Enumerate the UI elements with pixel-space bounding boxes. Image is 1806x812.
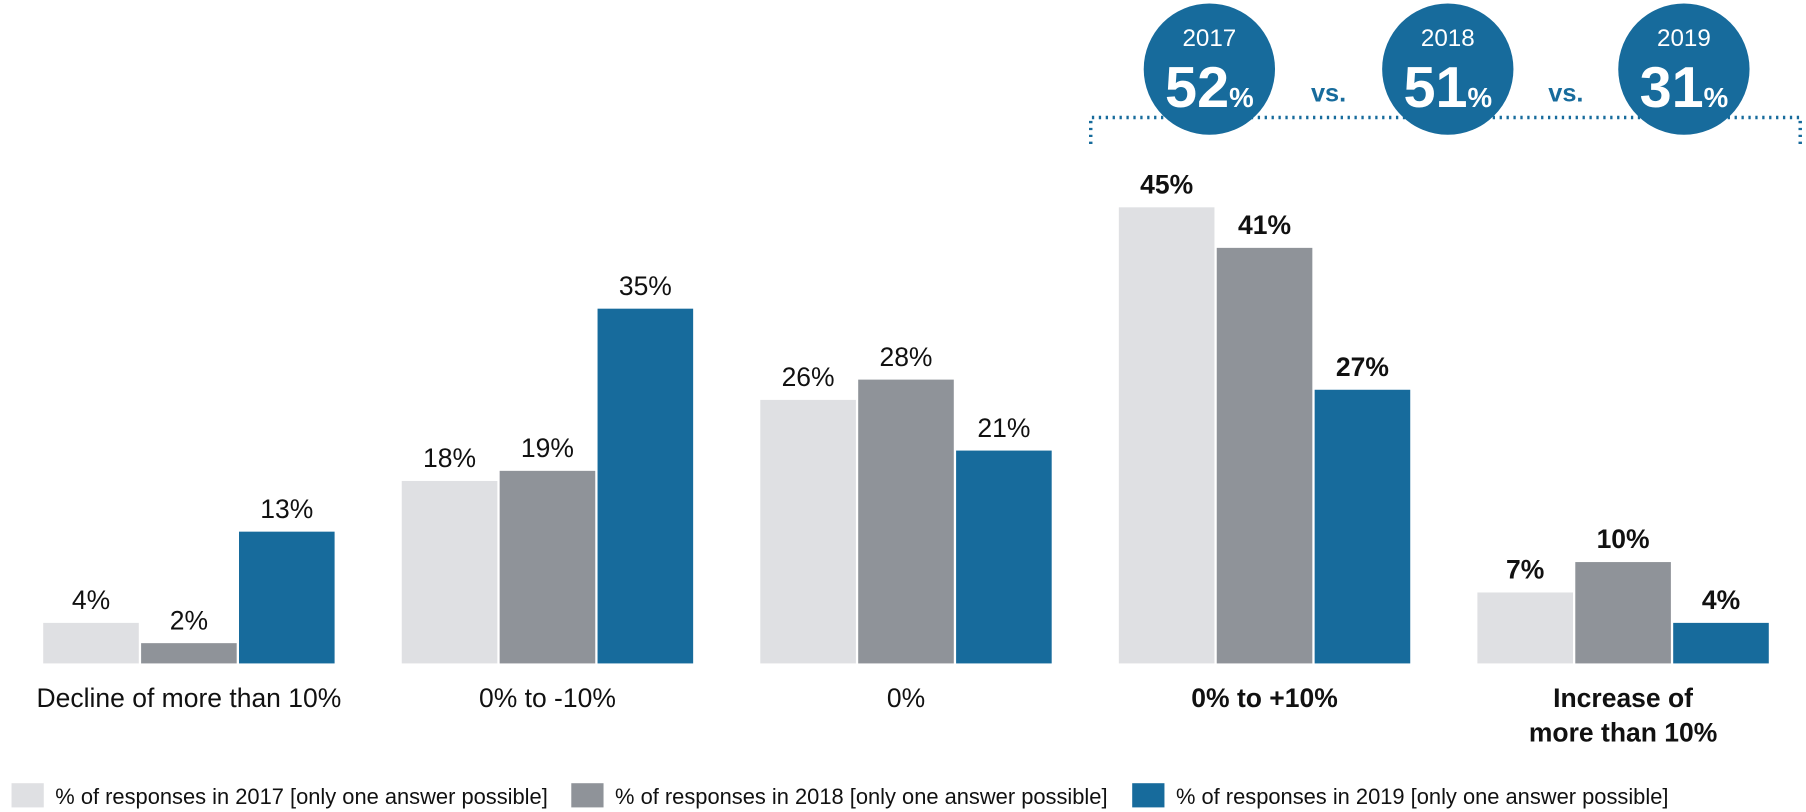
- legend-label: % of responses in 2019 [only one answer …: [1176, 784, 1669, 809]
- value-label: 13%: [260, 494, 313, 524]
- value-label: 27%: [1336, 352, 1389, 382]
- category-label: 0% to -10%: [479, 683, 616, 713]
- bar: [141, 643, 237, 664]
- callout-number: 52: [1165, 56, 1229, 120]
- category-label: Increase of more than 10%: [1529, 683, 1717, 748]
- value-label: 26%: [782, 362, 835, 392]
- bar: [858, 379, 954, 664]
- bar: [597, 308, 694, 664]
- callout-unit: %: [1229, 82, 1254, 113]
- callout-number: 31: [1640, 56, 1704, 120]
- legend-swatch: [11, 783, 44, 808]
- bar: [760, 399, 856, 664]
- bar: [1575, 562, 1671, 664]
- value-label: 4%: [72, 585, 110, 615]
- bar: [239, 531, 335, 664]
- callout-value: 52%: [1165, 56, 1254, 120]
- bar: [499, 470, 596, 664]
- value-label: 41%: [1238, 210, 1291, 240]
- callout-number: 51: [1403, 56, 1467, 120]
- value-label: 45%: [1140, 169, 1193, 199]
- value-label: 28%: [879, 342, 932, 372]
- value-label: 35%: [619, 271, 672, 301]
- callout-value: 51%: [1403, 56, 1492, 120]
- legend-swatch: [571, 783, 604, 808]
- callout-circle: [1143, 3, 1276, 135]
- bar: [956, 450, 1052, 664]
- callout-separator: vs.: [1548, 79, 1583, 107]
- legend-label: % of responses in 2018 [only one answer …: [615, 784, 1108, 809]
- callout-circle: [1618, 3, 1750, 135]
- callout-year: 2019: [1657, 25, 1711, 52]
- bar: [1314, 389, 1411, 664]
- bar: [401, 480, 498, 664]
- value-label: 19%: [521, 433, 574, 463]
- callout-circle: [1382, 3, 1514, 135]
- value-label: 7%: [1506, 555, 1544, 585]
- bar: [1216, 247, 1313, 664]
- bar: [1118, 207, 1215, 664]
- callout-separator: vs.: [1311, 79, 1346, 107]
- category-label: 0%: [887, 683, 925, 713]
- category-label: Decline of more than 10%: [37, 683, 342, 713]
- value-label: 21%: [977, 413, 1030, 443]
- callout-value: 31%: [1640, 56, 1729, 120]
- bar: [43, 622, 139, 664]
- callout-unit: %: [1704, 82, 1729, 113]
- value-label: 2%: [170, 605, 208, 635]
- legend-label: % of responses in 2017 [only one answer …: [55, 784, 548, 809]
- callout-unit: %: [1468, 82, 1493, 113]
- bar: [1673, 622, 1769, 664]
- value-label: 4%: [1702, 585, 1740, 615]
- value-label: 10%: [1597, 524, 1650, 554]
- callout-year: 2017: [1182, 25, 1236, 52]
- legend-swatch: [1132, 783, 1165, 808]
- value-label: 18%: [423, 443, 476, 473]
- callout-year: 2018: [1421, 25, 1475, 52]
- bar: [1477, 592, 1573, 664]
- category-label: 0% to +10%: [1191, 683, 1337, 713]
